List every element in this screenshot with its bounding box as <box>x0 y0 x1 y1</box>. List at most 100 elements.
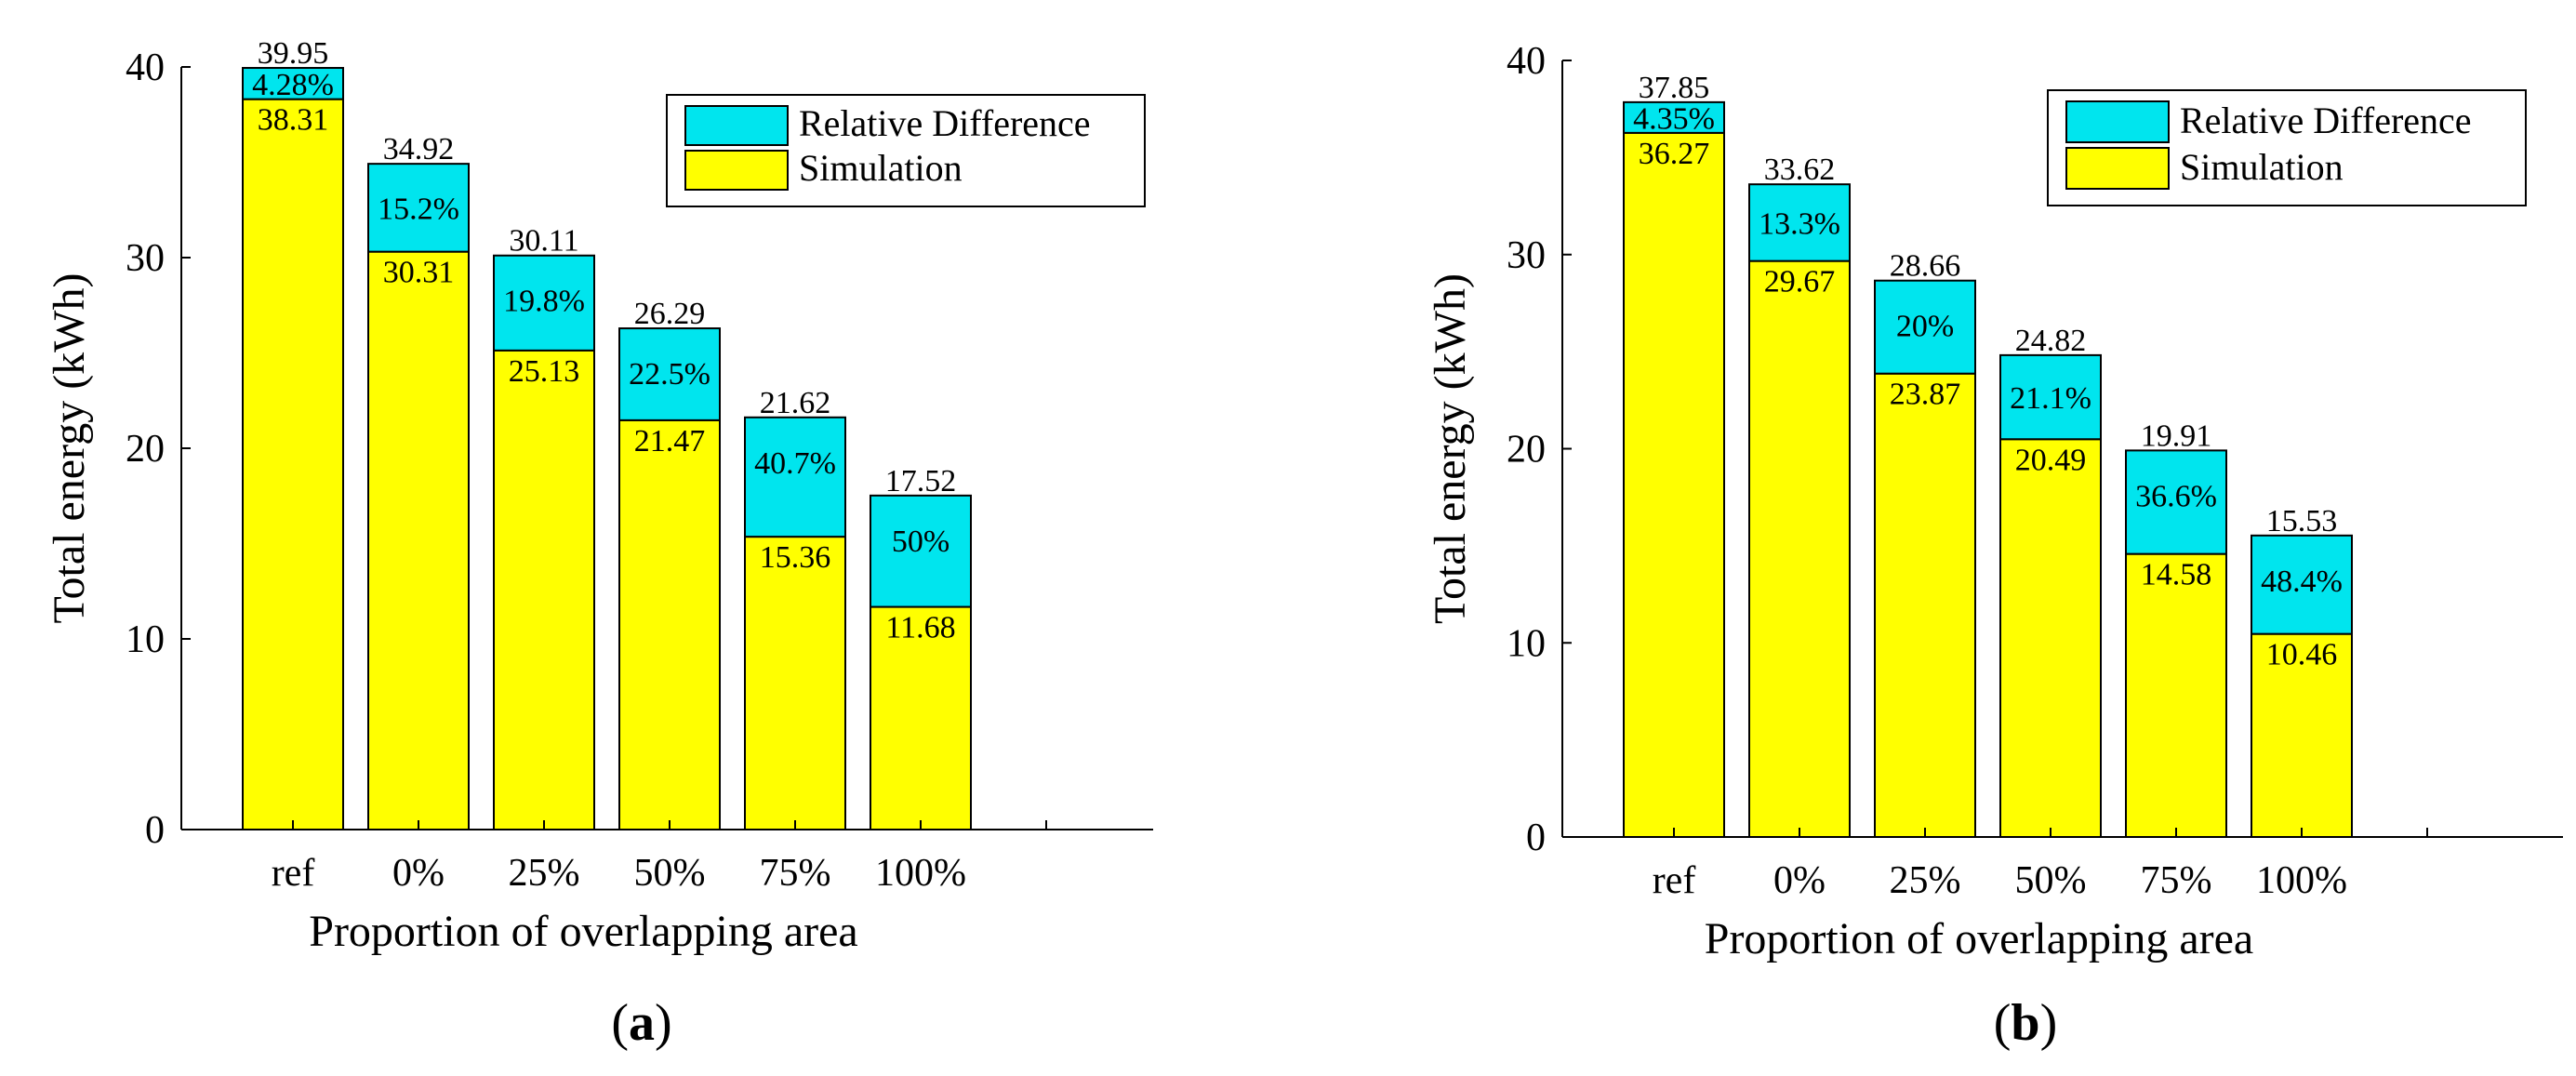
legend-swatch <box>684 150 789 191</box>
simulation-label: 30.31 <box>383 256 455 290</box>
simulation-label: 20.49 <box>2015 443 2087 477</box>
bar-relative-difference <box>2251 534 2353 635</box>
simulation-label: 21.47 <box>634 424 706 458</box>
simulation-label: 29.67 <box>1764 265 1836 299</box>
simulation-label: 10.46 <box>2266 638 2338 672</box>
legend-swatch <box>2065 100 2170 143</box>
legend-swatch <box>2065 147 2170 190</box>
bar-relative-difference <box>1748 183 1851 262</box>
simulation-label: 36.27 <box>1639 137 1710 171</box>
y-tick-label: 40 <box>1507 40 1546 83</box>
x-tick-label: 25% <box>509 852 580 895</box>
x-tick-label: 0% <box>1773 859 1826 902</box>
x-tick-label: 25% <box>1890 859 1961 902</box>
bar-simulation <box>1999 438 2102 838</box>
total-label: 30.11 <box>509 224 578 259</box>
y-axis-title: Total energy (kWh) <box>45 273 94 624</box>
simulation-label: 14.58 <box>2141 558 2212 592</box>
bar-simulation <box>1623 131 1725 838</box>
legend-label: Simulation <box>2180 146 2344 188</box>
simulation-label: 38.31 <box>258 103 329 138</box>
total-label: 24.82 <box>2015 324 2087 358</box>
total-label: 28.66 <box>1890 249 1961 284</box>
total-label: 26.29 <box>634 297 706 331</box>
legend-swatch <box>684 105 789 146</box>
x-tick-label: 75% <box>2141 859 2212 902</box>
bar-relative-difference <box>493 254 595 352</box>
x-tick-label: 100% <box>875 852 966 895</box>
total-label: 19.91 <box>2141 418 2212 453</box>
panel-label: b <box>2011 994 2039 1052</box>
y-tick-label: 0 <box>145 809 165 852</box>
panel-caption: (a) <box>611 994 671 1052</box>
simulation-label: 23.87 <box>1890 378 1961 412</box>
y-tick-label: 30 <box>126 237 165 280</box>
relative-difference-label: 4.35% <box>1633 101 1715 136</box>
total-label: 33.62 <box>1764 153 1836 187</box>
bar-relative-difference <box>1623 100 1725 134</box>
relative-difference-label: 13.3% <box>1759 206 1840 241</box>
bar-relative-difference <box>367 163 470 253</box>
bar-relative-difference <box>2125 449 2227 555</box>
y-axis-title: Total energy (kWh) <box>1426 273 1475 624</box>
bar-relative-difference <box>870 494 972 608</box>
bar-simulation <box>744 536 846 830</box>
x-tick-label: 100% <box>2256 859 2347 902</box>
simulation-label: 25.13 <box>509 354 580 389</box>
total-label: 37.85 <box>1639 71 1710 105</box>
panel-label: a <box>629 994 655 1052</box>
bar-simulation <box>242 98 344 830</box>
bar-simulation <box>493 349 595 830</box>
relative-difference-label: 20% <box>1896 310 1954 344</box>
panel-caption: (b) <box>1994 994 2057 1052</box>
y-tick-label: 20 <box>1507 429 1546 472</box>
bar-relative-difference <box>1874 279 1976 375</box>
relative-difference-label: 40.7% <box>754 446 836 481</box>
total-label: 21.62 <box>760 386 831 420</box>
y-tick-label: 10 <box>126 618 165 661</box>
x-tick-label: 0% <box>392 852 445 895</box>
y-tick-label: 20 <box>126 428 165 471</box>
simulation-label: 15.36 <box>760 540 831 575</box>
x-axis-title: Proportion of overlapping area <box>309 907 857 956</box>
total-label: 34.92 <box>383 132 455 166</box>
total-label: 17.52 <box>885 464 957 498</box>
x-tick-label: ref <box>1653 859 1696 902</box>
relative-difference-label: 48.4% <box>2261 565 2343 599</box>
x-tick-label: 50% <box>634 852 706 895</box>
bar-simulation <box>1748 259 1851 839</box>
x-tick-label: ref <box>272 852 315 895</box>
bar-relative-difference <box>618 327 721 421</box>
simulation-label: 11.68 <box>885 611 955 645</box>
x-axis-title: Proportion of overlapping area <box>1705 914 2253 963</box>
relative-difference-label: 22.5% <box>629 357 710 392</box>
bar-simulation <box>1874 372 1976 838</box>
bar-simulation <box>2125 552 2227 839</box>
legend-label: Simulation <box>799 147 963 189</box>
x-tick-label: 50% <box>2015 859 2087 902</box>
chart-panel-b: 37.854.35%36.27 ref 33.62 13.3% 29.67 0% 28.66… <box>1426 40 2563 1052</box>
relative-difference-label: 36.6% <box>2135 479 2217 513</box>
relative-difference-label: 15.2% <box>378 192 459 226</box>
y-tick-label: 10 <box>1507 622 1546 665</box>
chart-panel-a: 39.954.28%38.31 ref 34.92 15.2% 30.31 0% 30.11… <box>45 36 1153 1052</box>
y-tick-label: 40 <box>126 46 165 89</box>
bar-relative-difference <box>744 416 846 538</box>
relative-difference-label: 21.1% <box>2010 381 2091 416</box>
y-tick-label: 30 <box>1507 234 1546 277</box>
legend: Relative Difference Simulation <box>2047 89 2527 206</box>
legend-label: Relative Difference <box>2180 100 2472 141</box>
relative-difference-label: 4.28% <box>252 68 334 102</box>
bar-simulation <box>367 250 470 830</box>
total-label: 39.95 <box>258 36 329 71</box>
bar-simulation <box>870 605 972 830</box>
bar-relative-difference <box>242 67 344 100</box>
relative-difference-label: 19.8% <box>503 285 585 319</box>
y-tick-label: 0 <box>1526 817 1546 859</box>
bar-relative-difference <box>1999 353 2102 441</box>
total-label: 15.53 <box>2266 504 2338 538</box>
legend-label: Relative Difference <box>799 102 1091 144</box>
